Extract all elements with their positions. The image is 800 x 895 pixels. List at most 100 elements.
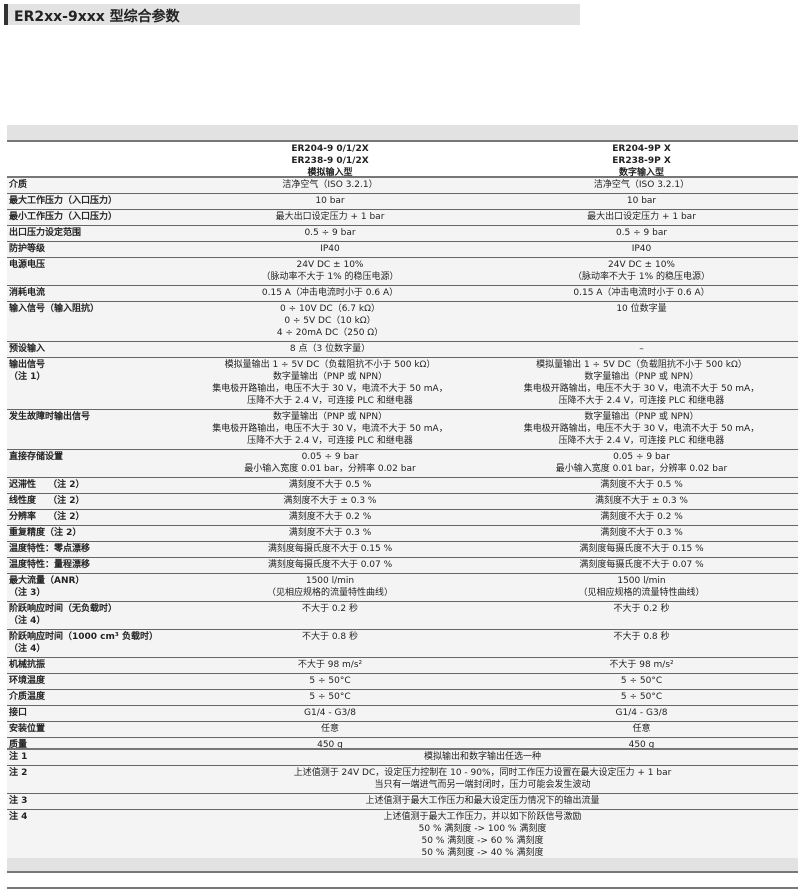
digital-value: 450 g [628,740,655,750]
digital-value-cell: 满刻度不大于 0.5 % [485,478,798,493]
digital-value: 不大于 0.2 秒 [613,604,670,614]
digital-value: 数字量输出（PNP 或 NPN） [584,372,699,382]
row-label: 温度特性：量程漂移 [9,560,91,570]
analog-value: 数字量输出（PNP 或 NPN） [272,412,388,422]
row-label-cell: 阶跃响应时间（无负载时） （注 4） [7,602,175,629]
digital-value-cell: IP40 [485,242,798,257]
digital-value-cell: 450 g [485,738,798,753]
analog-value: 压降不大于 2.4 V，可连接 PLC 和继电器 [247,436,413,446]
note-line: 上述值测于 24V DC，设定压力控制在 10 - 90%，同时工作压力设置在最… [293,768,672,778]
digital-value: 不大于 98 m/s² [609,660,674,670]
analog-value: 集电极开路输出，电压不大于 30 V，电流不大于 50 mA， [212,384,448,394]
table-row: 迟滞性 （注 2） 满刻度不大于 0.5 % 满刻度不大于 0.5 % [7,478,798,494]
row-label: 温度特性：零点漂移 [9,544,91,554]
row-label-cell: 线性度 （注 2） [7,494,175,509]
row-label: 消耗电流 [9,288,46,298]
table-row: 机械抗振 不大于 98 m/s² 不大于 98 m/s² [7,658,798,674]
digital-value: G1/4 - G3/8 [615,708,668,718]
digital-value-cell: – [485,342,798,357]
note-label: 注 3 [9,796,28,806]
header-line: 模拟输入型 [307,168,353,178]
analog-value-cell: 满刻度不大于 0.3 % [175,526,485,541]
digital-value: 任意 [632,724,651,734]
row-label-cell: 重复精度（注 2） [7,526,175,541]
digital-value: 0.15 A（冲击电流时小于 0.6 A） [573,288,710,298]
row-label-cell: 迟滞性 （注 2） [7,478,175,493]
digital-value: 1500 l/min [617,576,666,586]
digital-value: 满刻度每摄氏度不大于 0.15 % [579,544,704,554]
table-row: 介质 洁净空气（ISO 3.2.1） 洁净空气（ISO 3.2.1） [7,178,798,194]
row-label: 介质 [9,180,28,190]
analog-value: 满刻度不大于 ± 0.3 % [283,496,377,506]
row-label-cell: 阶跃响应时间（1000 cm³ 负载时） （注 4） [7,630,175,657]
digital-value: 最大出口设定压力 + 1 bar [587,212,696,222]
analog-value-cell: 0.15 A（冲击电流时小于 0.6 A） [175,286,485,301]
table-row: 线性度 （注 2） 满刻度不大于 ± 0.3 % 满刻度不大于 ± 0.3 % [7,494,798,510]
row-label-cell: 分辨率 （注 2） [7,510,175,525]
analog-value-cell: 满刻度每摄氏度不大于 0.15 % [175,542,485,557]
row-label: 分辨率 （注 2） [9,512,85,522]
row-label-cell: 最大流量（ANR） （注 3） [7,574,175,601]
analog-value: （见相应规格的流量特性曲线） [266,588,393,598]
row-label-cell: 最小工作压力（入口压力） [7,210,175,225]
note-text: 模拟输出和数字输出任选一种 [175,750,798,765]
row-label: 接口 [9,708,28,718]
analog-value: 最大出口设定压力 + 1 bar [275,212,385,222]
digital-value-cell: 24V DC ± 10% （脉动率不大于 1% 的稳压电源） [485,258,798,285]
analog-value: 10 bar [315,196,345,206]
analog-value: 不大于 0.2 秒 [301,604,359,614]
digital-value: 压降不大于 2.4 V，可连接 PLC 和继电器 [558,436,725,446]
digital-value-cell: 0.05 ÷ 9 bar 最小输入宽度 0.01 bar，分辨率 0.02 bar [485,450,798,477]
analog-value: 不大于 98 m/s² [297,660,363,670]
digital-value-cell: 5 ÷ 50°C [485,674,798,689]
digital-value-cell: 满刻度不大于 0.3 % [485,526,798,541]
digital-value: 压降不大于 2.4 V，可连接 PLC 和继电器 [558,396,725,406]
digital-value: 满刻度每摄氏度不大于 0.07 % [579,560,704,570]
row-label-cell: 接口 [7,706,175,721]
digital-value-cell: 最大出口设定压力 + 1 bar [485,210,798,225]
analog-value-cell: 任意 [175,722,485,737]
analog-value-cell: 满刻度不大于 0.2 % [175,510,485,525]
table-row: 重复精度（注 2） 满刻度不大于 0.3 % 满刻度不大于 0.3 % [7,526,798,542]
digital-value: （脉动率不大于 1% 的稳压电源） [572,272,710,282]
table-row: 出口压力设定范围 0.5 ÷ 9 bar 0.5 ÷ 9 bar [7,226,798,242]
row-label: 电源电压 [9,260,46,270]
row-label: 环境温度 [9,676,46,686]
table-row: 温度特性：零点漂移 满刻度每摄氏度不大于 0.15 % 满刻度每摄氏度不大于 0.1… [7,542,798,558]
row-label: 安装位置 [9,724,46,734]
row-label: 机械抗振 [9,660,46,670]
row-label-cell: 温度特性：量程漂移 [7,558,175,573]
analog-value: 0.15 A（冲击电流时小于 0.6 A） [261,288,399,298]
note-line: 50 % 满刻度 -> 60 % 满刻度 [421,836,544,846]
analog-value-cell: 5 ÷ 50°C [175,674,485,689]
row-label: 出口压力设定范围 [9,228,82,238]
row-label-cell: 直接存储设置 [7,450,175,477]
row-label-cell: 介质 [7,178,175,193]
analog-value-cell: 满刻度每摄氏度不大于 0.07 % [175,558,485,573]
table-row: 阶跃响应时间（无负载时） （注 4） 不大于 0.2 秒 不大于 0.2 秒 [7,602,798,630]
analog-value-cell: 洁净空气（ISO 3.2.1） [175,178,485,193]
analog-value-cell: 5 ÷ 50°C [175,690,485,705]
analog-value: IP40 [320,244,340,254]
row-label-cell: 机械抗振 [7,658,175,673]
row-label: （注 4） [9,616,46,626]
analog-value-cell: 0 ÷ 10V DC（6.7 kΩ） 0 ÷ 5V DC（10 kΩ） 4 ÷ 20… [175,302,485,341]
row-label: （注 3） [9,588,46,598]
digital-value: 集电极开路输出，电压不大于 30 V，电流不大于 50 mA， [523,384,760,394]
table-row: 直接存储设置 0.05 ÷ 9 bar 最小输入宽度 0.01 bar，分辨率 0.… [7,450,798,478]
note-row: 注 4 上述值测于最大工作压力，并以如下阶跃信号激励 50 % 满刻度 -> 100… [7,810,798,862]
digital-value-cell: 满刻度不大于 0.2 % [485,510,798,525]
table-row: 最大流量（ANR） （注 3） 1500 l/min （见相应规格的流量特性曲线） 15… [7,574,798,602]
note-line: 50 % 满刻度 -> 40 % 满刻度 [421,848,544,858]
row-label-cell: 安装位置 [7,722,175,737]
analog-value-cell: 24V DC ± 10% （脉动率不大于 1% 的稳压电源） [175,258,485,285]
digital-value-cell: 模拟量输出 1 ÷ 5V DC（负载阻抗不小于 500 kΩ） 数字量输出（PNP… [485,358,798,409]
digital-value: 满刻度不大于 0.3 % [600,528,683,538]
note-label: 注 1 [9,752,28,762]
note-line: 当只有一端进气而另一端封闭时，压力可能会发生波动 [374,780,591,790]
row-label-cell: 电源电压 [7,258,175,285]
row-label-cell: 最大工作压力（入口压力） [7,194,175,209]
row-label-cell: 消耗电流 [7,286,175,301]
digital-value: – [639,344,644,354]
note-line: 上述值测于最大工作压力，并以如下阶跃信号激励 [383,812,582,822]
